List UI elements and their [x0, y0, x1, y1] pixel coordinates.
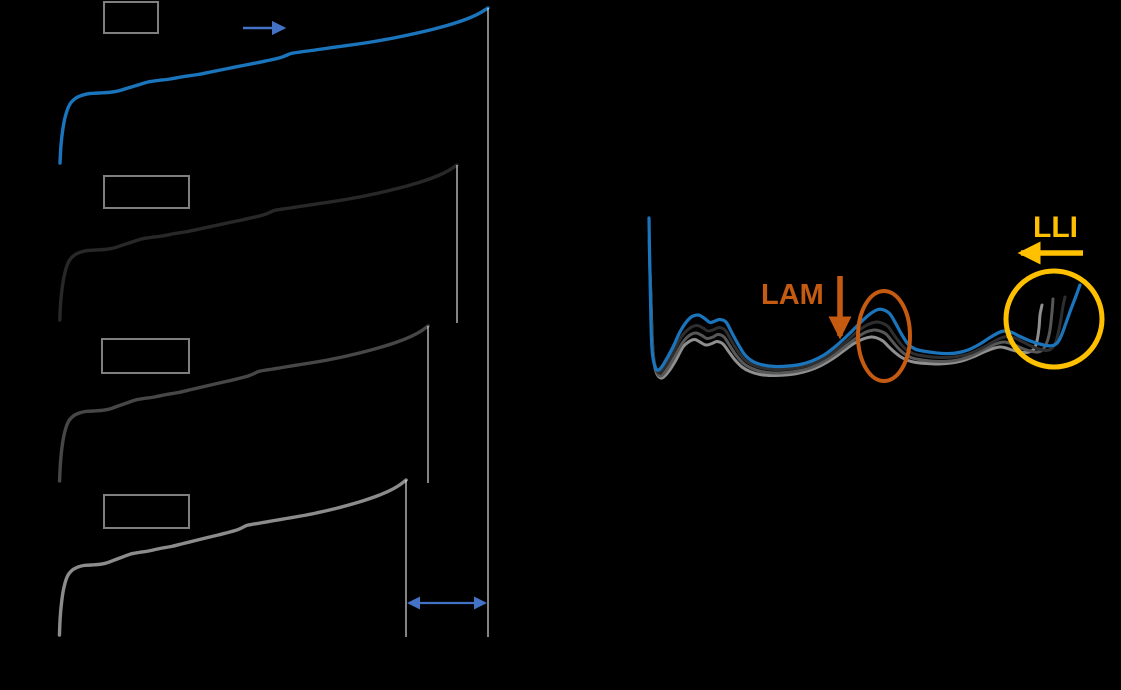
legend-box [103, 175, 190, 209]
ic-curve-4 [648, 270, 1044, 380]
legend-box [103, 1, 159, 34]
ic-curve-2 [647, 238, 1067, 375]
lli-circle [1003, 268, 1105, 370]
lam-ellipse [856, 289, 912, 383]
ic-curve-3 [648, 256, 1055, 378]
right-panel-ic-curves [647, 216, 1082, 380]
legend-box [101, 338, 190, 374]
lam-label: LAM [761, 279, 824, 311]
left-panel-voltage-curves [57, 1, 490, 637]
annotation-layer: LAM LLI [761, 211, 1105, 383]
voltage-curve-1 [58, 6, 490, 165]
legend-box [103, 494, 190, 529]
lli-label: LLI [1033, 211, 1078, 244]
voltage-curve-2 [58, 163, 459, 322]
voltage-curve-4 [57, 478, 408, 637]
voltage-curve-3 [57, 324, 430, 483]
